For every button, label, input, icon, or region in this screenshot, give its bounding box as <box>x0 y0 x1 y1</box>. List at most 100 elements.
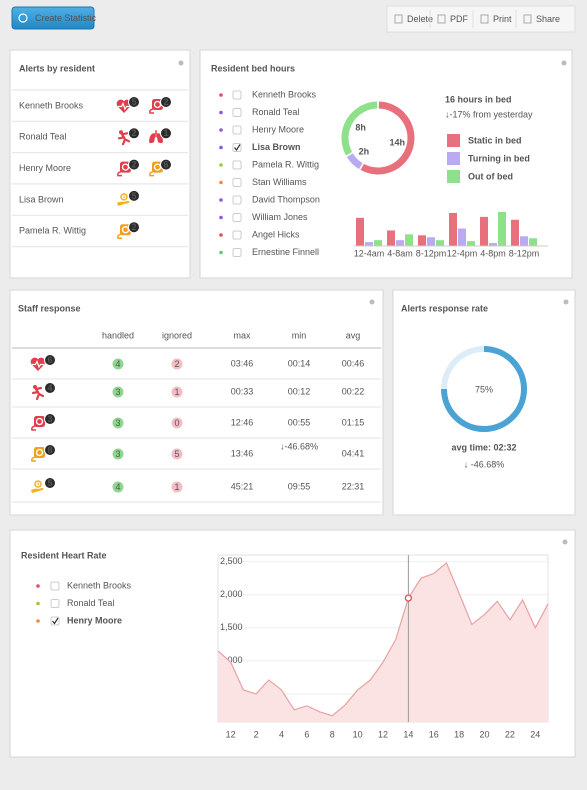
toolbar-action[interactable]: Print <box>493 14 512 24</box>
resident-color <box>219 128 223 132</box>
badge-count: 2 <box>163 97 168 107</box>
resident-name[interactable]: Henry Moore <box>67 615 122 625</box>
x-tick-label: 12 <box>226 729 236 739</box>
toolbar-action[interactable]: Share <box>536 14 560 24</box>
y-tick-label: 1,000 <box>220 655 243 665</box>
count-badge <box>171 417 183 429</box>
bar <box>418 235 426 246</box>
button-icon <box>18 13 28 23</box>
create-statistic-button[interactable] <box>11 6 95 30</box>
badge <box>128 96 140 108</box>
panel <box>199 49 573 279</box>
check-mark <box>52 617 59 625</box>
time: 00:14 <box>288 358 311 368</box>
badge-count: 5 <box>131 97 136 107</box>
time: 04:41 <box>342 448 365 458</box>
resident-name[interactable]: Kenneth Brooks <box>67 580 132 590</box>
checkbox[interactable] <box>232 213 242 222</box>
resident-name[interactable]: Ronald Teal <box>67 598 114 608</box>
badge-count: 4 <box>47 383 52 393</box>
button-label[interactable]: Create Statistic <box>35 13 97 23</box>
resident-color <box>219 215 223 220</box>
bar <box>436 240 444 246</box>
resident-name[interactable]: Stan Williams <box>252 177 307 187</box>
legend-swatch <box>447 134 460 147</box>
badge-count: 2 <box>131 159 136 169</box>
badge <box>128 189 140 202</box>
count-badge <box>112 448 124 460</box>
count: 3 <box>115 418 120 428</box>
line <box>217 561 549 717</box>
column-header: max <box>233 330 251 340</box>
bar <box>449 212 457 246</box>
panel-title: Alerts by resident <box>19 63 95 73</box>
resident-name[interactable]: Ronald Teal <box>252 107 299 117</box>
x-tick-label: 20 <box>480 729 490 739</box>
x-tick-label: 2 <box>254 729 259 739</box>
rate-label: 75% <box>475 384 493 394</box>
hover-point <box>404 594 413 602</box>
bar <box>498 212 506 246</box>
time: 00:55 <box>288 417 311 427</box>
resident-name[interactable]: Ernestine Finnell <box>252 247 319 257</box>
resident-name[interactable]: Lisa Brown <box>252 142 301 152</box>
action-icon <box>480 14 489 24</box>
bar <box>427 237 435 246</box>
count: 0 <box>174 418 179 428</box>
checkbox[interactable] <box>50 599 60 608</box>
count-badge <box>171 481 183 493</box>
donut-value <box>441 346 527 432</box>
bar <box>520 236 528 246</box>
resident-name[interactable]: Angel Hicks <box>252 229 300 239</box>
panel <box>392 289 576 516</box>
count-badge <box>112 417 124 429</box>
toolbar-action[interactable]: PDF <box>450 14 469 24</box>
checkbox[interactable] <box>232 178 242 187</box>
action-icon <box>437 14 446 24</box>
resident-color <box>219 163 223 167</box>
resident-color <box>219 250 223 255</box>
checkbox[interactable] <box>50 581 60 591</box>
count: 1 <box>174 387 179 397</box>
badge-count: 8 <box>47 445 52 455</box>
donut-segment <box>341 101 378 156</box>
resident-name[interactable]: William Jones <box>252 212 308 222</box>
checkbox[interactable] <box>232 248 242 257</box>
checkbox[interactable] <box>232 90 242 100</box>
badge <box>128 158 140 171</box>
donut-segment <box>346 153 363 170</box>
count: 3 <box>115 387 120 397</box>
resident-color <box>219 180 223 185</box>
badge-count: 1 <box>163 128 168 138</box>
time: 13:46 <box>231 448 254 458</box>
x-tick-label: 12-4pm <box>447 248 478 258</box>
bar <box>387 230 395 246</box>
resident-name[interactable]: David Thompson <box>252 194 320 204</box>
badge-count: 2 <box>131 128 136 138</box>
x-tick-label: 22 <box>505 729 515 739</box>
panel <box>9 289 384 516</box>
resident-name: Ronald Teal <box>19 132 66 142</box>
legend-swatch <box>447 170 460 183</box>
action-icon <box>394 14 403 24</box>
badge <box>44 477 56 489</box>
resident-name[interactable]: Kenneth Brooks <box>252 89 317 99</box>
badge-count: 3 <box>47 414 52 424</box>
checkbox[interactable] <box>232 195 242 205</box>
resident-name[interactable]: Henry Moore <box>252 124 304 134</box>
count-badge <box>112 358 124 370</box>
x-tick-label: 12 <box>378 729 388 739</box>
x-tick-label: 4-8am <box>387 248 413 258</box>
checkbox[interactable] <box>232 108 242 117</box>
checkbox[interactable] <box>232 160 242 170</box>
checkbox[interactable] <box>232 230 242 240</box>
bar <box>356 217 364 246</box>
action-icon <box>523 14 532 24</box>
time: 22:31 <box>342 481 365 491</box>
count: 2 <box>174 359 179 369</box>
toolbar-action[interactable]: Delete <box>407 14 433 24</box>
bar <box>529 238 537 246</box>
legend-label: Turning in bed <box>468 153 530 163</box>
resident-name[interactable]: Pamela R. Wittig <box>252 159 319 169</box>
checkbox[interactable] <box>232 125 242 135</box>
